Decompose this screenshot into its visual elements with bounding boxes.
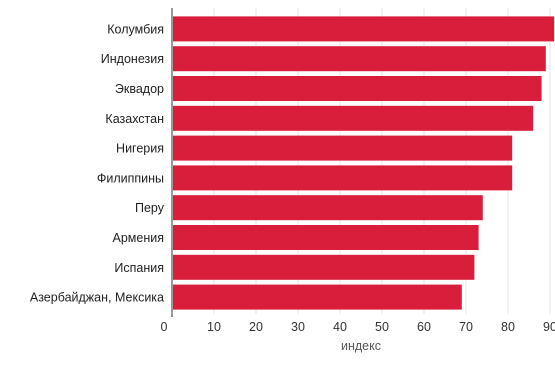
category-label-5: Нигерия bbox=[116, 142, 164, 156]
category-label-10: Азербайджан, Мексика bbox=[30, 291, 164, 305]
category-label-1: Колумбия bbox=[107, 22, 164, 36]
category-label-2: Индонезия bbox=[101, 52, 164, 66]
x-tick-label-50: 50 bbox=[375, 320, 389, 334]
x-tick-label-0: 0 bbox=[161, 320, 168, 334]
bar-9 bbox=[173, 254, 475, 280]
x-tick-labels: 0 10 20 30 40 50 60 70 80 90 bbox=[161, 320, 555, 334]
x-tick-label-90: 90 bbox=[543, 320, 555, 334]
category-label-6: Филиппины bbox=[97, 171, 164, 185]
bars bbox=[173, 16, 555, 310]
bar-4 bbox=[173, 105, 534, 131]
bar-7 bbox=[173, 195, 483, 221]
bar-1 bbox=[173, 16, 555, 42]
bar-5 bbox=[173, 135, 513, 161]
bar-3 bbox=[173, 76, 542, 101]
bar-2 bbox=[173, 46, 546, 72]
x-tick-label-30: 30 bbox=[291, 320, 305, 334]
x-tick-label-40: 40 bbox=[333, 320, 347, 334]
bar-8 bbox=[173, 225, 479, 250]
x-tick-label-60: 60 bbox=[417, 320, 431, 334]
category-label-9: Испания bbox=[114, 261, 164, 275]
x-tick-label-80: 80 bbox=[501, 320, 515, 334]
bar-10 bbox=[173, 284, 462, 310]
category-labels: Колумбия Индонезия Эквадор Казахстан Нигерия… bbox=[30, 22, 165, 304]
x-tick-label-20: 20 bbox=[249, 320, 263, 334]
x-tick-label-70: 70 bbox=[459, 320, 473, 334]
bar-6 bbox=[173, 165, 513, 191]
category-label-8: Армения bbox=[113, 231, 165, 245]
category-label-4: Казахстан bbox=[105, 112, 164, 126]
category-label-7: Перу bbox=[135, 201, 165, 215]
category-label-3: Эквадор bbox=[115, 82, 164, 96]
x-tick-label-10: 10 bbox=[207, 320, 221, 334]
x-axis-title: индекс bbox=[341, 339, 381, 353]
